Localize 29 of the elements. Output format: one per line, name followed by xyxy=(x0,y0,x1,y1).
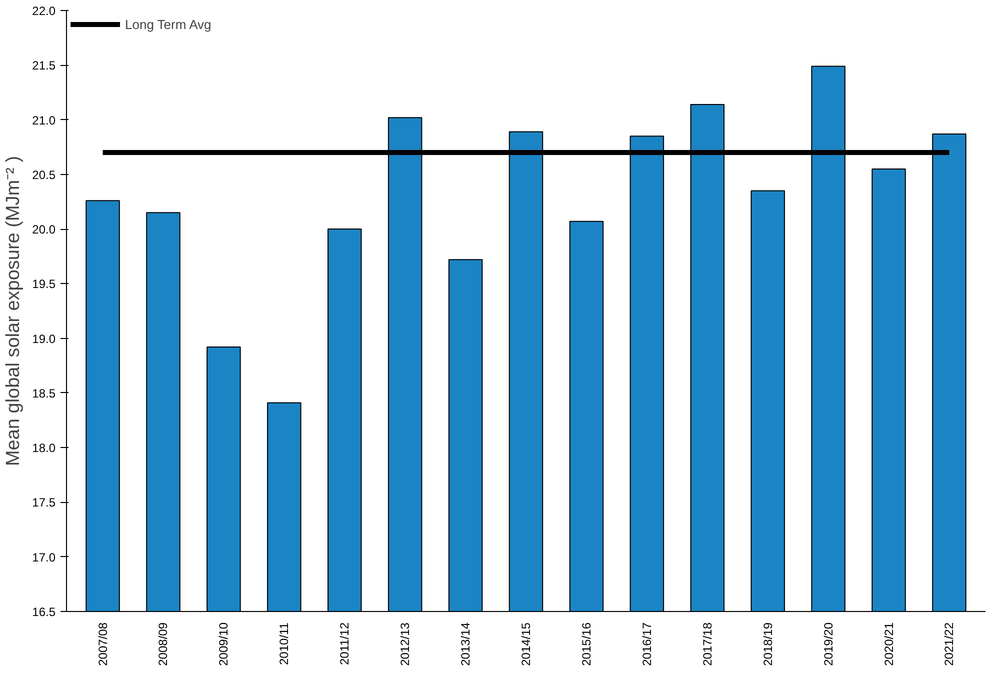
y-tick-label: 18.0 xyxy=(32,441,56,456)
y-tick-label: 19.0 xyxy=(32,332,56,346)
x-tick-label: 2007/08 xyxy=(96,622,110,666)
x-tick-label: 2010/11 xyxy=(277,622,292,665)
x-tick-label: 2011/12 xyxy=(338,622,352,665)
y-tick-label: 22.0 xyxy=(32,4,56,18)
y-tick-label: 18.5 xyxy=(32,386,56,400)
y-tick-label: 17.0 xyxy=(32,550,56,564)
x-tick-label: 2020/21 xyxy=(882,622,896,666)
y-tick-label: 19.5 xyxy=(32,277,56,292)
x-tick-label: 2016/17 xyxy=(640,622,654,666)
legend-label: Long Term Avg xyxy=(125,16,212,32)
y-tick-label: 21.0 xyxy=(32,113,56,128)
x-tick-label: 2009/10 xyxy=(216,622,231,666)
x-tick-label: 2019/20 xyxy=(821,622,836,666)
x-tick-label: 2018/19 xyxy=(760,622,775,666)
x-tick-label: 2015/16 xyxy=(579,622,594,666)
x-tick-label: 2012/13 xyxy=(398,622,412,666)
y-axis-title: Mean global solar exposure (MJm⁻² ) xyxy=(3,156,24,466)
y-tick-label: 20.0 xyxy=(32,222,56,237)
x-tick-label: 2014/15 xyxy=(519,622,533,666)
y-tick-label: 17.5 xyxy=(32,496,56,510)
y-tick-label: 21.5 xyxy=(32,58,56,73)
x-tick-label: 2017/18 xyxy=(700,622,714,666)
x-tick-label: 2021/22 xyxy=(942,622,956,666)
y-tick-label: 20.5 xyxy=(32,168,56,182)
x-tick-label: 2013/14 xyxy=(458,622,473,666)
y-tick-label: 16.5 xyxy=(32,605,56,619)
x-tick-label: 2008/09 xyxy=(156,622,170,666)
